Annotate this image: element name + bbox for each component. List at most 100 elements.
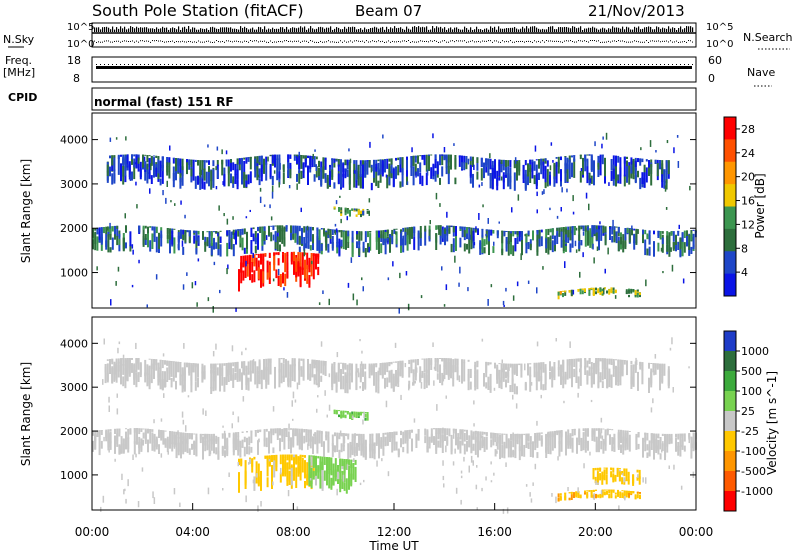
nave-dot [180,64,181,65]
noise-cell [113,377,116,382]
echo-cell [639,158,642,163]
nsky-bar [448,28,450,32]
nsearch-dot [400,41,401,43]
noise-cell [245,495,247,503]
cpid-label: CPID [8,91,37,104]
echo-cell [135,154,138,156]
nsky-bar [242,27,244,32]
noise-cell [545,447,547,453]
echo-cell [489,158,492,170]
echo-cell [313,156,316,158]
noise-cell [237,462,239,467]
nsearch-dot [674,41,675,43]
noise-cell [305,243,307,248]
echo-cell [595,493,597,499]
echo-cell [340,168,342,188]
nsky-bar [188,26,190,32]
echo-cell [155,359,158,371]
noise-cell [260,501,262,507]
echo-cell [461,429,464,439]
echo-cell [642,229,644,236]
nsearch-dot [188,40,189,42]
echo-cell [612,290,615,294]
echo-cell [681,241,684,257]
echo-cell [366,160,369,162]
echo-cell [320,432,323,447]
noise-cell [369,141,371,148]
echo-cell [322,166,325,179]
echo-cell [125,440,127,450]
echo-cell [239,448,242,458]
echo-cell [533,362,536,378]
echo-cell [599,473,602,481]
power-ytick-label: 3000 [60,178,88,191]
echo-cell [305,433,308,443]
echo-cell [459,429,462,440]
echo-cell [312,227,314,231]
echo-cell [578,234,581,249]
noise-cell [209,450,212,455]
echo-cell [577,376,580,389]
echo-cell [661,167,664,188]
echo-cell [474,361,477,370]
echo-cell [388,163,391,177]
echo-cell [447,166,450,185]
noise-cell [588,203,590,211]
nsearch-dot [564,40,565,42]
nave-label: Nave [747,66,775,79]
echo-cell [359,176,362,189]
noise-cell [481,182,483,186]
nsearch-dot [536,41,537,43]
echo-cell [392,361,395,363]
nsearch-dot [548,40,549,42]
noise-cell [108,396,110,403]
echo-cell [226,242,229,257]
noise-cell [153,419,155,424]
echo-cell [244,259,247,278]
noise-cell [216,146,219,151]
echo-cell [485,234,488,245]
echo-cell [275,269,278,279]
echo-cell [242,270,245,281]
echo-cell [228,230,231,243]
noise-cell [103,436,105,442]
nave-dot [332,64,333,65]
velocity-colorbar-swatch [724,331,736,352]
echo-cell [562,290,564,292]
nave-dot [428,64,429,65]
echo-cell [410,166,413,176]
echo-cell [277,258,280,266]
echo-cell [606,489,608,491]
echo-cell [610,467,613,469]
echo-cell [575,491,578,493]
nsky-bar [286,26,288,32]
echo-cell [245,180,248,188]
nsearch-dot [524,41,525,43]
noise-cell [174,203,176,206]
echo-cell [235,231,237,245]
noise-cell [150,163,152,171]
nave-dot [436,64,437,65]
echo-cell [298,246,301,253]
noise-cell [194,281,197,286]
nsearch-dot [616,40,617,42]
nave-dot [112,64,113,65]
echo-cell [450,437,453,455]
echo-cell [395,231,398,245]
echo-cell [221,433,224,439]
nave-dot [672,64,673,65]
nsky-bar [282,27,284,32]
echo-cell [646,233,649,240]
echo-cell [353,169,356,188]
noise-cell [182,284,185,290]
noise-cell [472,460,474,466]
echo-cell [161,156,164,172]
noise-cell [292,418,294,421]
nsky-bar [388,29,390,32]
echo-cell [333,158,336,163]
echo-cell [230,159,232,172]
nsearch-dot [154,40,155,42]
echo-cell [590,362,593,369]
echo-cell [600,225,603,228]
echo-cell [347,433,350,440]
